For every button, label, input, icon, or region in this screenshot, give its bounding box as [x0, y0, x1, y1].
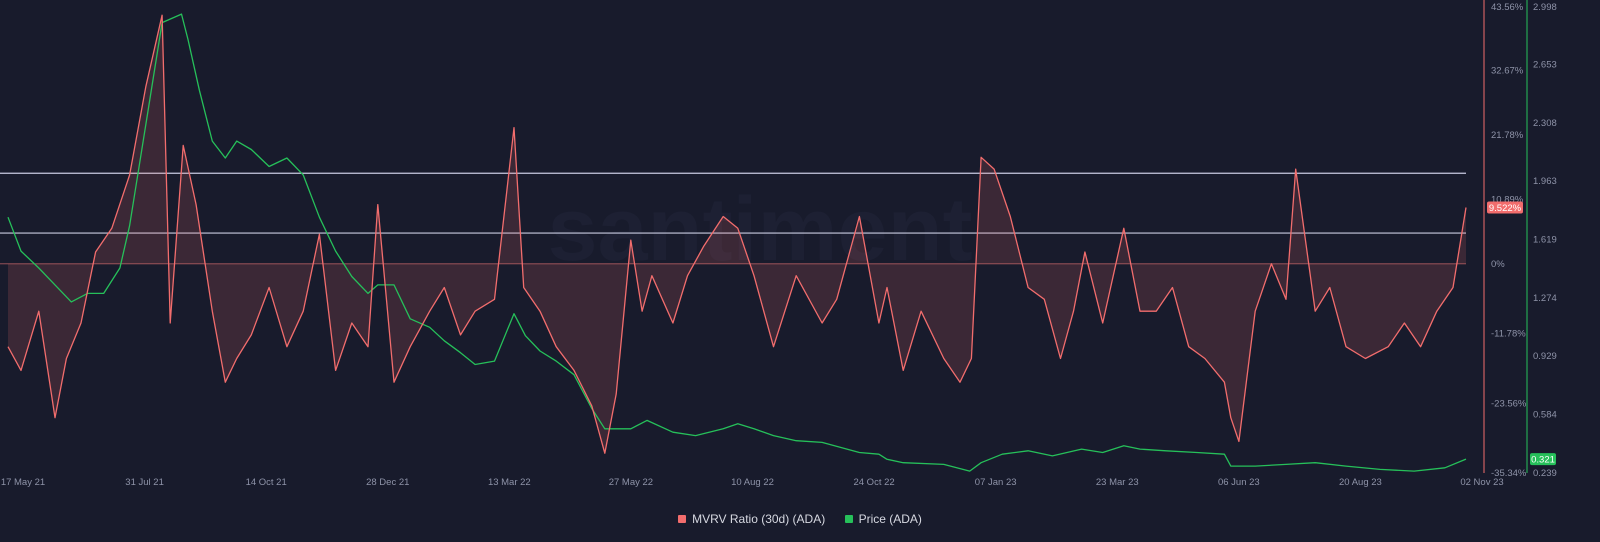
- legend-item-price[interactable]: Price (ADA): [844, 512, 922, 526]
- reference-lines: [0, 172, 1466, 265]
- mvrv-area: [8, 15, 1466, 454]
- price-series-line: [7, 13, 1467, 472]
- mvrv-area-fill: [8, 15, 1466, 454]
- x-tick-label: 14 Oct 21: [246, 477, 287, 488]
- left-axis-ticks: 43.56% 32.67% 21.78% 10.89% 0% -11.78% -23.56%…: [1491, 2, 1527, 479]
- price-line: [7, 13, 1467, 472]
- chart-svg: santiment 17 May 21 31 Jul 21 14 Oct 21 28 …: [0, 0, 1557, 488]
- left-tick-label: -23.56%: [1491, 398, 1527, 409]
- mvrv-series-line: [7, 14, 1467, 454]
- left-tick-label: -11.78%: [1491, 329, 1526, 340]
- x-tick-label: 20 Aug 23: [1339, 477, 1382, 488]
- mvrv-line: [7, 14, 1467, 454]
- right-tick-label: 1.274: [1533, 293, 1557, 304]
- left-tick-label: 32.67%: [1491, 65, 1524, 76]
- right-tick-label: 0.239: [1533, 468, 1557, 479]
- mvrv-value-badge-text: 9.522%: [1489, 203, 1522, 214]
- right-axis-ticks: 2.998 2.653 2.308 1.963 1.619 1.274 0.929 0.584…: [1533, 2, 1557, 479]
- legend-swatch-price: [844, 515, 853, 523]
- right-tick-label: 0.929: [1533, 351, 1557, 362]
- legend-label-mvrv: MVRV Ratio (30d) (ADA): [692, 512, 826, 526]
- price-value-badge: [1530, 453, 1556, 466]
- legend-swatch-mvrv: [678, 515, 687, 523]
- x-tick-label: 07 Jan 23: [975, 477, 1017, 488]
- watermark: santiment: [547, 180, 972, 280]
- legend-label-price: Price (ADA): [858, 512, 922, 526]
- left-tick-label: 21.78%: [1491, 130, 1524, 141]
- x-tick-label: 10 Aug 22: [731, 477, 774, 488]
- mvrv-value-badge: [1487, 201, 1523, 214]
- x-tick-label: 27 May 22: [609, 477, 653, 488]
- x-tick-label: 06 Jun 23: [1218, 477, 1260, 488]
- right-tick-label: 0.584: [1533, 410, 1557, 421]
- left-tick-label: 0%: [1491, 259, 1505, 270]
- left-tick-label: -35.34%: [1491, 468, 1527, 479]
- legend-item-mvrv[interactable]: MVRV Ratio (30d) (ADA): [678, 512, 825, 526]
- x-tick-label: 24 Oct 22: [853, 477, 894, 488]
- x-tick-label: 28 Dec 21: [366, 477, 409, 488]
- axes: [1483, 0, 1528, 473]
- right-tick-label: 1.963: [1533, 176, 1557, 187]
- x-tick-label: 31 Jul 21: [125, 477, 164, 488]
- right-tick-label: 1.619: [1533, 234, 1557, 245]
- x-tick-label: 23 Mar 23: [1096, 477, 1139, 488]
- legend: MVRV Ratio (30d) (ADA) Price (ADA): [0, 512, 1600, 526]
- x-axis-ticks: 17 May 21 31 Jul 21 14 Oct 21 28 Dec 21 13 M…: [1, 477, 1504, 488]
- right-tick-label: 2.308: [1533, 118, 1557, 129]
- price-value-badge-text: 0.321: [1531, 455, 1555, 466]
- x-tick-label: 13 Mar 22: [488, 477, 531, 488]
- x-tick-label: 02 Nov 23: [1460, 477, 1503, 488]
- x-tick-label: 17 May 21: [1, 477, 45, 488]
- left-tick-label: 43.56%: [1491, 2, 1524, 13]
- svg-text:santiment: santiment: [547, 180, 972, 280]
- right-tick-label: 2.653: [1533, 59, 1557, 70]
- value-badges: 9.522% 0.321: [1487, 201, 1556, 466]
- right-tick-label: 2.998: [1533, 2, 1557, 13]
- left-tick-label: 10.89%: [1491, 194, 1524, 205]
